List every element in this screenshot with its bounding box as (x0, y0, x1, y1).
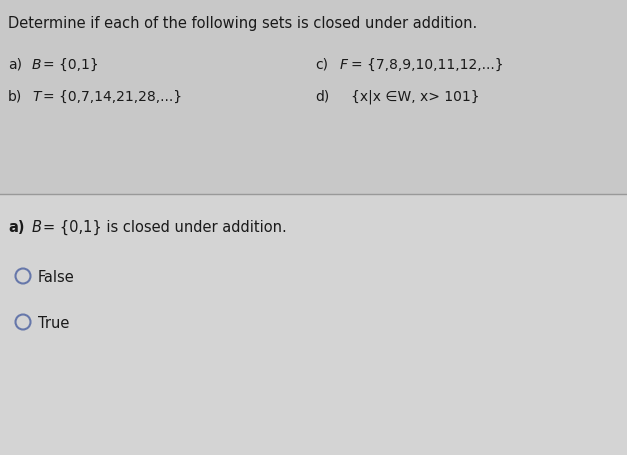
Text: False: False (38, 269, 75, 284)
Text: = {7,8,9,10,11,12,...}: = {7,8,9,10,11,12,...} (351, 58, 503, 72)
Text: True: True (38, 315, 70, 330)
Text: d): d) (315, 90, 329, 104)
Text: c): c) (315, 58, 328, 72)
Text: Determine if each of the following sets is closed under addition.: Determine if each of the following sets … (8, 16, 477, 31)
Text: = {0,7,14,21,28,...}: = {0,7,14,21,28,...} (43, 90, 182, 104)
Text: B: B (32, 219, 42, 234)
Text: T: T (32, 90, 41, 104)
Text: = {0,1} is closed under addition.: = {0,1} is closed under addition. (43, 219, 287, 235)
Text: {x|x ∈W, x> 101}: {x|x ∈W, x> 101} (351, 90, 480, 104)
Text: a): a) (8, 219, 24, 234)
Text: b): b) (8, 90, 22, 104)
Text: B: B (32, 58, 41, 72)
Text: = {0,1}: = {0,1} (43, 58, 98, 72)
Text: a): a) (8, 58, 22, 72)
FancyBboxPatch shape (0, 0, 627, 195)
Text: F: F (340, 58, 348, 72)
